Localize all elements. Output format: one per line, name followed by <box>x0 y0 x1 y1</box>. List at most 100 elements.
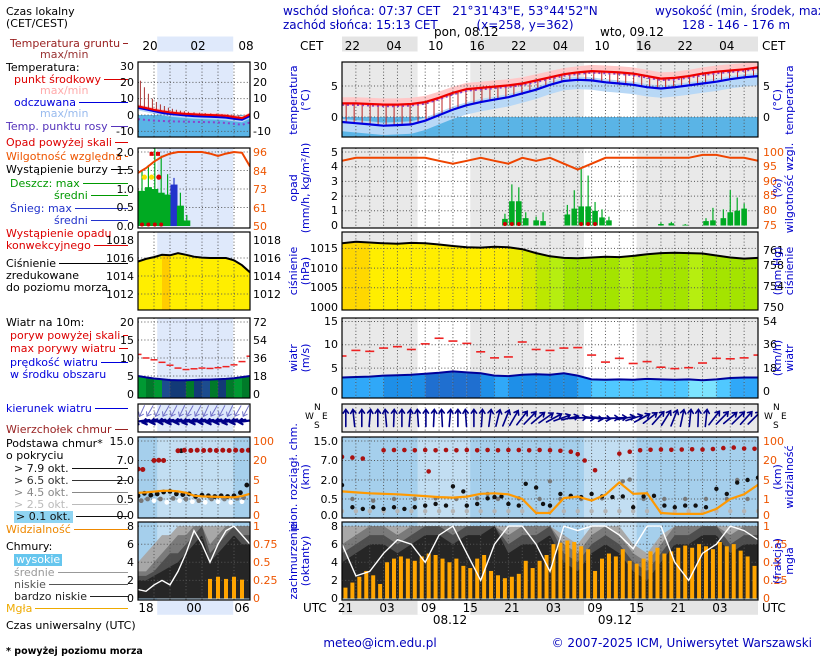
axis-tick-main-right: 85 <box>763 189 777 203</box>
axis-tick-main-left: 0.0 <box>320 509 339 522</box>
leader-line <box>74 208 128 209</box>
leader-line <box>90 220 128 221</box>
sidebar-label: konwekcyjnego <box>6 239 91 252</box>
utc-tick: 15 <box>629 601 645 615</box>
axis-tick-main-left: 0 <box>331 110 338 124</box>
sidebar-label: > 7.9 okt. <box>14 462 69 475</box>
axis-tick-main-right: 36 <box>763 338 777 352</box>
date-bottom-2: 09.12 <box>597 613 633 627</box>
leader-line <box>90 596 128 597</box>
axis-tick-mini-left: 0.0 <box>116 509 135 522</box>
axis-tick-mini-right: 61 <box>253 201 267 215</box>
panel-cloudiness-main <box>342 522 758 600</box>
axis-tick-main-left: 6 <box>331 537 338 551</box>
leader-line <box>35 608 128 609</box>
panel-pressure-main <box>342 232 758 310</box>
axis-tick-mini-right: 50 <box>253 219 267 233</box>
axis-tick-mini-right: 18 <box>253 369 267 383</box>
panel-temperature-mini <box>138 62 250 137</box>
sidebar-label: Temperatura: <box>6 61 80 74</box>
sidebar-label: Wierzchołek chmur <box>6 423 112 436</box>
date-bottom-1: 08.12 <box>432 613 468 627</box>
leader-line <box>94 408 128 409</box>
sidebar-label: średni <box>54 214 88 227</box>
axis-tick-main-right: 1 <box>763 492 770 506</box>
sidebar-label: Opad powyżej skali <box>6 136 112 149</box>
sidebar-label: Chmury: <box>6 540 53 553</box>
leader-line <box>73 529 128 530</box>
axis-tick-mini-left: 10 <box>120 351 134 365</box>
leader-line <box>71 468 128 469</box>
altitude-label: wysokość (min, środek, max) <box>655 4 820 18</box>
contact-email[interactable]: meteo@icm.edu.pl <box>323 636 437 650</box>
cet-tick: 10 <box>427 39 444 53</box>
sidebar-label: prędkość wiatru <box>10 356 98 369</box>
axis-tick-mini-right: 1016 <box>253 251 281 265</box>
compass-east: E <box>322 412 328 422</box>
coordinates-text: 21°31'43"E, 53°44'52"N <box>452 4 598 18</box>
axis-tick-main-left: 8 <box>331 519 338 533</box>
axis-tick-main-left: 2.0 <box>320 473 339 487</box>
leader-line <box>59 263 128 264</box>
sidebar-label: o pokryciu <box>6 449 64 462</box>
axis-tick-mini-left: 10 <box>120 92 134 106</box>
date-monday: pon, 08.12 <box>434 25 499 39</box>
utc-tick-mini: 18 <box>138 601 154 615</box>
leader-line <box>125 156 128 157</box>
axis-tick-main-left: 3 <box>331 174 338 188</box>
axis-tick-mini-left: 5 <box>127 369 134 383</box>
axis-tick-mini-left: 0 <box>127 108 134 122</box>
axis-tick-main-left: 4 <box>331 555 338 569</box>
axis-tick-mini-right: 1 <box>253 492 260 506</box>
cet-tick: 04 <box>386 39 402 53</box>
compass-west: W <box>764 412 773 422</box>
sidebar-label: Temp. punktu rosy <box>6 120 108 133</box>
leader-line <box>114 142 128 143</box>
axis-tick-mini-right: 0.25 <box>253 573 278 587</box>
axis-tick-main-left: 10 <box>324 338 338 352</box>
axis-tick-mini-left: 4 <box>127 555 134 569</box>
axis-tick-main-left: 5 <box>331 79 338 93</box>
sidebar-label: (CET/CEST) <box>6 17 68 30</box>
axis-tick-mini-right: 100 <box>253 434 274 448</box>
axis-tick-main-right: 90 <box>763 174 777 188</box>
axis-tick-main-left: 1 <box>331 204 338 218</box>
axis-tick-main-right: 20 <box>763 454 777 467</box>
utc-tick: 09 <box>421 601 437 615</box>
panel-cloud-extent-main <box>342 437 758 518</box>
axis-tick-mini-right: 5 <box>253 473 260 487</box>
axis-tick-mini-left: 30 <box>120 59 134 73</box>
axis-tick-main-left: 2 <box>331 189 338 203</box>
axis-tick-mini-right: 72 <box>253 315 267 329</box>
axis-tick-mini-right: 36 <box>253 351 267 365</box>
sidebar-label: Widzialność <box>6 523 71 536</box>
axis-tick-main-left: 2 <box>331 573 338 587</box>
sunrise-text: wschód słońca: 07:37 CET <box>283 4 441 18</box>
leader-line <box>123 335 128 336</box>
cet-tick: 16 <box>635 39 652 53</box>
altitude-value: 128 - 146 - 176 m <box>681 18 791 32</box>
sidebar-label: zredukowane <box>6 269 79 282</box>
panel-cloudiness-mini <box>138 522 250 600</box>
sidebar-label: Śnieg: max <box>10 202 72 215</box>
compass-east: E <box>781 412 787 422</box>
axis-tick-main-left: 0 <box>331 385 338 398</box>
sidebar-label: > 6.5 okt. <box>14 474 69 487</box>
cet-label-left: CET <box>300 39 324 53</box>
axis-tick-main-right: 54 <box>763 314 777 328</box>
axis-tick-main-right: 100 <box>763 434 784 448</box>
axis-tick-mini-left: 0 <box>127 387 134 401</box>
cet-tick: 04 <box>719 39 735 53</box>
axis-tick-main-left: 4 <box>331 160 338 174</box>
sidebar-label: w środku obszaru <box>10 368 107 381</box>
axis-tick-mini-left: 15 <box>120 333 134 347</box>
grid-point-text: (x=258, y=362) <box>476 18 574 32</box>
axis-tick-mini-left: 0.0 <box>116 219 135 233</box>
sidebar-label: max porywy wiatru <box>10 342 116 355</box>
leader-line <box>104 79 128 80</box>
axis-tick-mini-left: 2.0 <box>116 145 135 159</box>
leader-line <box>114 429 128 430</box>
sidebar-label: > 0.1 okt. <box>14 510 73 523</box>
axis-tick-mini-left: 1016 <box>106 251 134 265</box>
